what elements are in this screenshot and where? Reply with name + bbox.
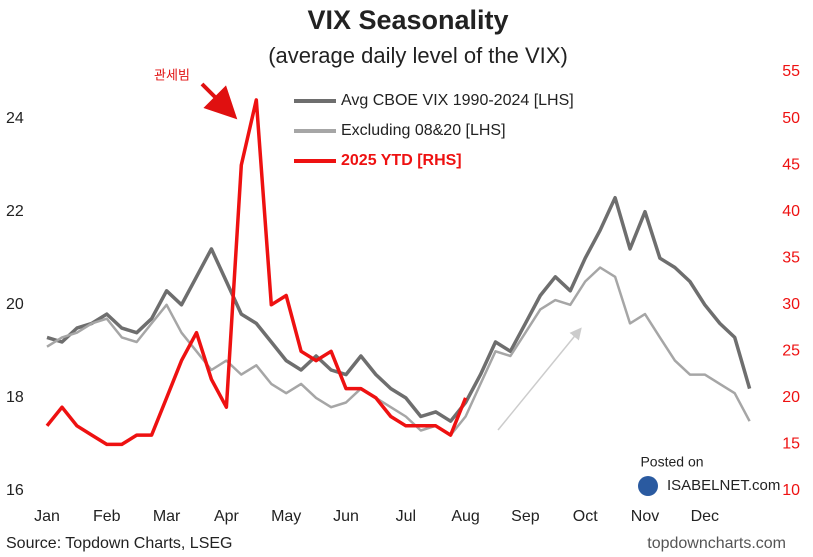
x-tick-label: Nov [631,508,659,525]
x-tick-label: Apr [214,508,240,525]
website: topdowncharts.com [647,535,786,552]
legend-label: 2025 YTD [RHS] [341,152,462,169]
y-tick-label: 22 [6,203,24,220]
y2-tick-label: 50 [782,110,800,127]
y-tick-label: 20 [6,296,24,313]
y-tick-label: 24 [6,110,24,127]
x-tick-label: Sep [511,508,540,525]
x-tick-label: Jan [34,508,60,525]
y2-tick-label: 40 [782,203,800,220]
y2-tick-label: 10 [782,482,800,499]
trend-arrow [497,327,582,431]
y-tick-label: 16 [6,482,24,499]
y2-tick-label: 25 [782,343,800,360]
y2-tick-label: 30 [782,296,800,313]
source: Source: Topdown Charts, LSEG [6,535,233,552]
series-line [45,98,468,447]
annotation-arrow [200,82,238,120]
posted-label: Posted on [640,454,703,470]
x-tick-label: Dec [691,508,719,525]
y2-tick-label: 55 [782,63,800,80]
y2-tick-label: 20 [782,389,800,406]
series-line [46,195,752,423]
y-tick-label: 18 [6,389,24,406]
brand-logo [638,476,658,496]
chart-subtitle: (average daily level of the VIX) [268,43,568,68]
x-tick-label: Jun [333,508,359,525]
series-line [46,266,751,437]
legend-label: Excluding 08&20 [LHS] [341,122,506,139]
x-tick-label: Mar [153,508,181,525]
y2-tick-label: 35 [782,249,800,266]
chart-title: VIX Seasonality [307,5,508,35]
y2-tick-label: 45 [782,156,800,173]
legend-label: Avg CBOE VIX 1990-2024 [LHS] [341,92,574,109]
y2-tick-label: 15 [782,436,800,453]
annotation: 관세빔 [154,67,190,82]
brand: ISABELNET.com [667,477,780,494]
x-tick-label: Oct [573,508,598,525]
x-tick-label: Jul [396,508,416,525]
x-tick-label: Feb [93,508,121,525]
x-tick-label: Aug [451,508,479,525]
x-tick-label: May [271,508,301,525]
